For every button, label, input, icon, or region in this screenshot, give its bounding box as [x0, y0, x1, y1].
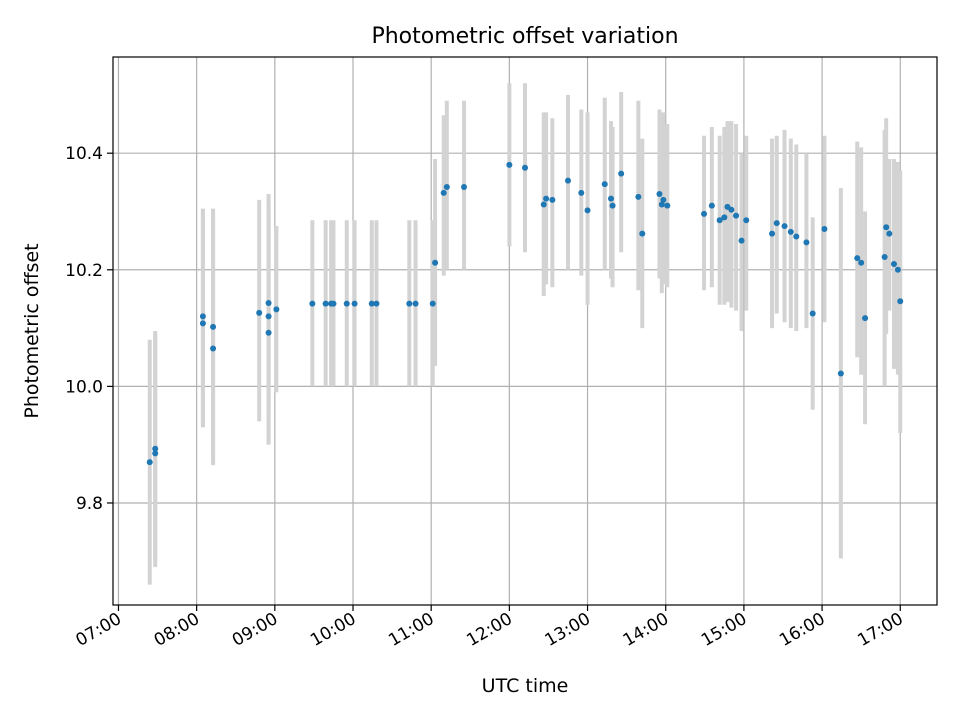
data-point — [540, 201, 547, 208]
data-point — [716, 217, 723, 224]
data-point — [601, 181, 608, 188]
data-point — [146, 459, 153, 466]
data-point — [708, 202, 715, 209]
data-point — [781, 223, 788, 230]
chart-title: Photometric offset variation — [371, 24, 678, 49]
data-point — [373, 300, 380, 307]
data-point — [256, 309, 263, 316]
data-point — [738, 237, 745, 244]
x-tick-label: 15:00 — [698, 609, 750, 651]
data-point — [351, 300, 358, 307]
data-point — [803, 239, 810, 246]
data-point — [265, 329, 272, 336]
data-point — [721, 214, 728, 221]
data-point — [793, 233, 800, 240]
data-point — [210, 345, 217, 352]
data-point — [152, 445, 159, 452]
data-point — [273, 306, 280, 313]
data-point — [728, 206, 735, 213]
x-tick-label: 16:00 — [776, 609, 828, 651]
data-point — [461, 184, 468, 191]
x-tick-label: 17:00 — [854, 609, 906, 651]
data-point — [658, 201, 665, 208]
x-tick-label: 09:00 — [229, 609, 281, 651]
data-point — [894, 266, 901, 273]
data-point — [506, 161, 513, 168]
data-point — [330, 300, 337, 307]
data-point — [891, 260, 898, 267]
data-point — [429, 300, 436, 307]
data-point — [809, 310, 816, 317]
data-point — [607, 195, 614, 202]
data-point — [787, 228, 794, 235]
data-point — [443, 184, 450, 191]
data-point — [549, 196, 556, 203]
y-tick-label: 10.0 — [65, 377, 103, 397]
data-point — [821, 225, 828, 232]
data-point — [564, 177, 571, 184]
y-tick-label: 9.8 — [76, 494, 103, 514]
data-point — [660, 196, 667, 203]
data-point — [309, 300, 316, 307]
plot-frame — [112, 56, 938, 606]
x-tick-label: 10:00 — [307, 609, 359, 651]
data-point — [618, 170, 625, 177]
data-point — [883, 224, 890, 231]
data-point — [701, 210, 708, 217]
data-point — [639, 230, 646, 237]
data-point — [265, 300, 272, 307]
data-point — [862, 315, 869, 322]
data-point — [343, 300, 350, 307]
data-point — [609, 202, 616, 209]
data-point — [210, 323, 217, 330]
x-tick-label: 12:00 — [463, 609, 515, 651]
x-axis-ticks: 07:00 08:00 09:00 10:00 11:00 12:00 13:00 14:00… — [73, 605, 907, 651]
data-point — [858, 259, 865, 266]
x-axis-label: UTC time — [482, 675, 569, 697]
data-point — [664, 202, 671, 209]
data-point — [522, 164, 528, 171]
data-point — [440, 189, 447, 196]
y-axis-label: Photometric offset — [21, 243, 43, 418]
y-tick-label: 10.4 — [65, 144, 103, 164]
data-point — [406, 300, 413, 307]
data-point — [897, 298, 904, 305]
data-point — [769, 230, 776, 237]
x-tick-label: 14:00 — [620, 609, 672, 651]
data-point — [199, 320, 206, 327]
data-point — [199, 313, 206, 320]
data-point — [322, 300, 329, 307]
data-point — [773, 220, 780, 227]
data-point — [412, 300, 419, 307]
data-point — [854, 255, 861, 262]
y-axis-ticks: 9.8 10.0 10.2 10.4 — [65, 144, 113, 514]
data-point — [733, 212, 740, 219]
x-tick-label: 07:00 — [73, 609, 125, 651]
data-point — [837, 370, 844, 377]
data-point — [656, 191, 663, 197]
data-point — [432, 259, 439, 266]
data-point — [743, 217, 750, 224]
data-point — [635, 193, 642, 200]
data-point — [881, 253, 888, 260]
data-point — [543, 195, 550, 202]
data-point — [152, 450, 159, 457]
data-point — [578, 189, 585, 196]
data-point — [584, 207, 591, 214]
data-point — [368, 300, 375, 307]
x-tick-label: 11:00 — [385, 609, 437, 651]
error-bars — [147, 83, 903, 585]
data-point — [265, 313, 272, 320]
y-tick-label: 10.2 — [65, 261, 103, 281]
x-tick-label: 08:00 — [151, 609, 203, 651]
data-point — [886, 230, 893, 237]
data-markers — [146, 161, 904, 466]
x-tick-label: 13:00 — [542, 609, 594, 651]
